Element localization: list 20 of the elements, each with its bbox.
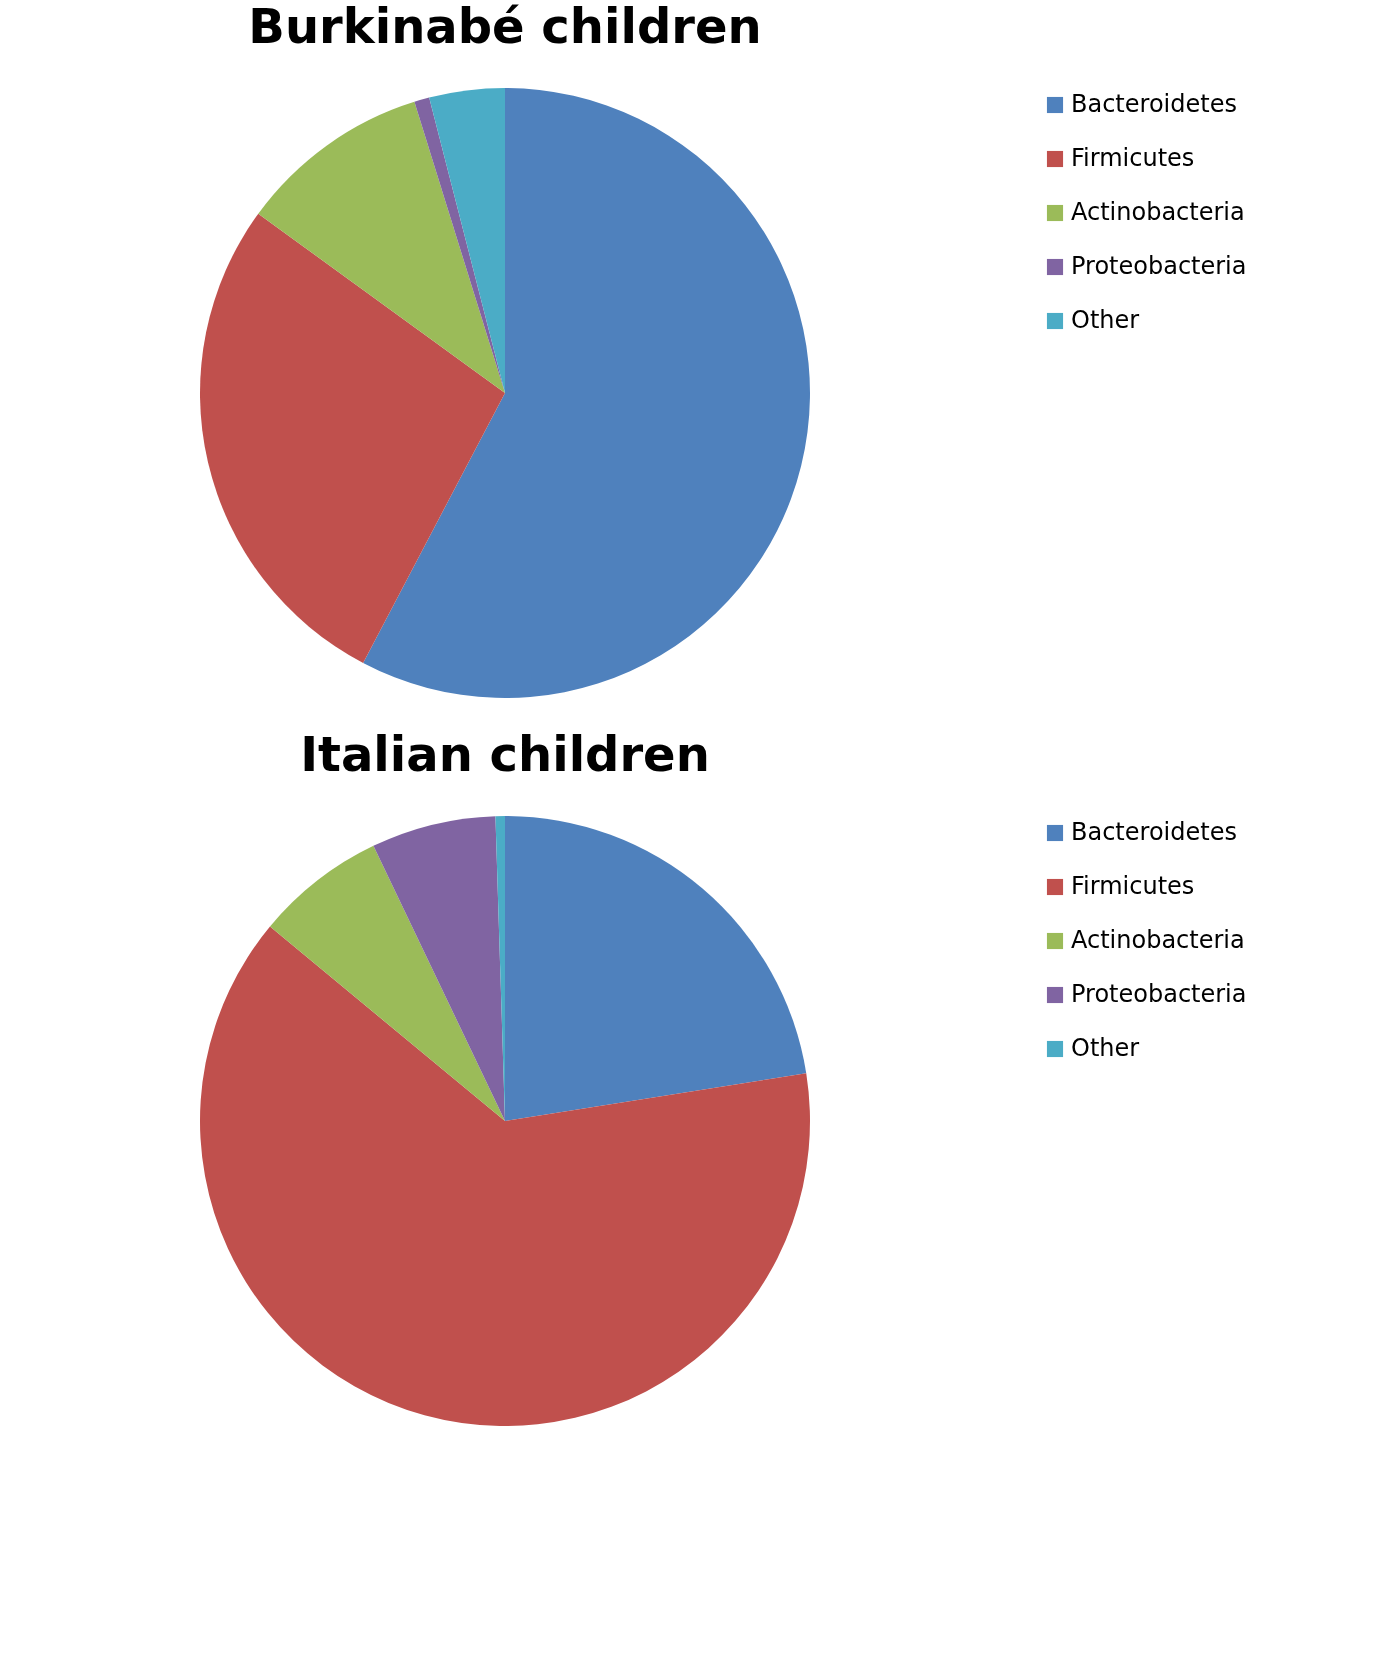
legend-label: Proteobacteria xyxy=(1071,252,1247,280)
legend-label: Proteobacteria xyxy=(1071,980,1247,1008)
legend-label: Actinobacteria xyxy=(1071,926,1245,954)
legend-label: Other xyxy=(1071,306,1140,334)
chart-title: Burkinabé children xyxy=(248,0,762,54)
pie-slice xyxy=(505,816,807,1121)
legend-label: Firmicutes xyxy=(1071,872,1195,900)
pie-slice xyxy=(429,88,505,393)
pie-slice xyxy=(258,101,505,393)
chart-title: Italian children xyxy=(300,726,710,782)
pie-slice xyxy=(373,816,505,1121)
pie-slice xyxy=(269,845,505,1121)
legend-label: Bacteroidetes xyxy=(1071,90,1237,118)
pie-slice xyxy=(200,926,810,1426)
legend-label: Firmicutes xyxy=(1071,144,1195,172)
legend-label: Bacteroidetes xyxy=(1071,818,1237,846)
legend-label: Actinobacteria xyxy=(1071,198,1245,226)
pie-slice xyxy=(200,213,505,663)
legend-label: Other xyxy=(1071,1034,1140,1062)
pie-slice xyxy=(363,88,810,698)
